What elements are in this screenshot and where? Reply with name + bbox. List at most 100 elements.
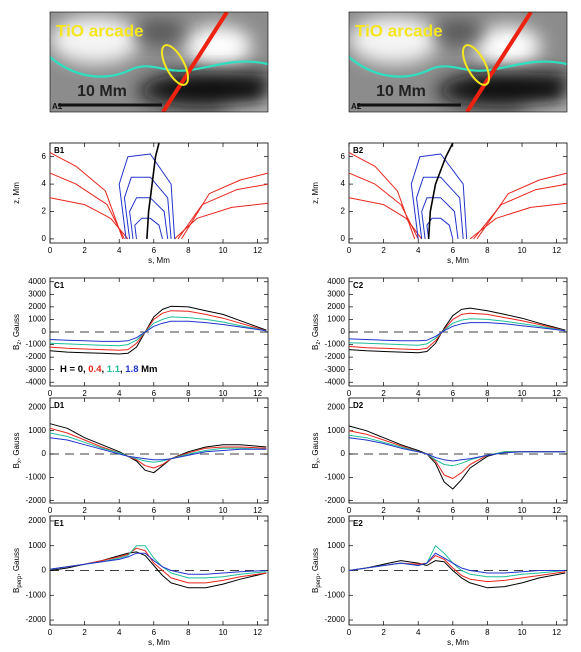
x-tick-label: 6 [152, 628, 157, 637]
y-tick-label: -2000 [26, 615, 47, 624]
contour-line [123, 176, 172, 239]
x-tick-label: 4 [117, 628, 122, 637]
x-tick-label: 2 [381, 628, 386, 637]
x-axis-label: s, Mm [447, 256, 469, 265]
x-tick-label: 0 [347, 628, 352, 637]
y-axis-label-part: , Gauss [311, 433, 320, 461]
series-line [49, 551, 267, 589]
y-tick-label: 2000 [28, 516, 46, 525]
y-axis-label-part: B [12, 345, 21, 350]
contour-line [469, 202, 568, 240]
x-tick-label: 12 [552, 506, 561, 515]
x-tick-label: 6 [152, 246, 157, 255]
series-line [49, 432, 267, 463]
y-tick-label: 1000 [327, 315, 345, 324]
x-tick-label: 0 [48, 246, 53, 255]
y-axis-label: Bx, Gauss [311, 433, 321, 469]
x-tick-label: 12 [253, 389, 262, 398]
y-axis-label-part: , Gauss [12, 314, 21, 342]
y-axis-label-part: B [12, 588, 21, 593]
series-line [348, 555, 566, 583]
plot-frame [49, 397, 269, 504]
contour-line [146, 142, 160, 239]
contour-line [118, 153, 176, 239]
legend-prefix: H = [60, 364, 78, 375]
contour-line [50, 56, 268, 78]
y-tick-label: 0 [341, 449, 346, 458]
panel-label: E1 [54, 519, 64, 528]
x-tick-label: 6 [152, 389, 157, 398]
y-tick-label: 0 [42, 449, 47, 458]
series-line [348, 307, 566, 354]
x-axis-label: s, Mm [148, 256, 170, 265]
legend-separator: , [120, 364, 125, 375]
y-tick-label: 1000 [28, 315, 46, 324]
x-tick-label: 12 [552, 389, 561, 398]
series-line [49, 547, 267, 584]
contour-line [174, 202, 269, 240]
series-line [348, 318, 566, 346]
panel-label: D2 [353, 401, 364, 410]
series-line [348, 322, 566, 342]
contour-line [348, 197, 423, 240]
y-tick-label: 1000 [28, 426, 46, 435]
y-axis-label-part: , Gauss [311, 314, 320, 342]
x-tick-label: 8 [186, 389, 191, 398]
region-marker [461, 44, 491, 86]
y-tick-label: -2000 [26, 352, 47, 361]
x-tick-label: 10 [518, 246, 527, 255]
contour-line [349, 56, 567, 78]
x-tick-label: 4 [117, 506, 122, 515]
x-tick-label: 2 [82, 628, 87, 637]
y-tick-label: -1000 [26, 340, 47, 349]
y-axis-label: Bz, Gauss [12, 314, 22, 350]
dark-region [434, 72, 567, 107]
y-axis-label-sub: perp [17, 575, 23, 588]
x-tick-label: 0 [48, 628, 53, 637]
contour-line [410, 153, 468, 239]
x-tick-label: 4 [117, 246, 122, 255]
x-tick-label: 6 [451, 246, 456, 255]
legend-entry: 1.8 [125, 364, 138, 375]
x-tick-label: 2 [82, 246, 87, 255]
y-axis-label-part: B [311, 463, 320, 468]
y-tick-label: -3000 [325, 365, 346, 374]
image-frame [49, 11, 269, 113]
x-tick-label: 12 [552, 246, 561, 255]
scale-label: 10 Mm [376, 83, 426, 100]
x-tick-label: 2 [381, 506, 386, 515]
y-tick-label: 6 [42, 152, 47, 161]
x-tick-label: 12 [253, 246, 262, 255]
panel-label: B2 [353, 146, 364, 155]
bright-region [349, 16, 439, 64]
series-line [348, 312, 566, 351]
y-axis-label-sub: x [316, 460, 322, 463]
y-tick-label: 4000 [327, 277, 345, 286]
y-axis-label-sub: x [17, 460, 23, 463]
series-line [49, 437, 267, 461]
contour-line [49, 197, 129, 240]
dark-region [135, 72, 268, 107]
series-line [49, 552, 267, 575]
y-tick-label: 0 [42, 234, 47, 243]
series-line [49, 545, 267, 579]
panel-label: B1 [54, 146, 65, 155]
legend-entry: 1.1 [107, 364, 121, 375]
image-frame [348, 11, 568, 113]
y-tick-label: 4 [42, 179, 47, 188]
y-axis-label-part: , Gauss [12, 548, 21, 576]
y-axis-label-part: , Gauss [311, 548, 320, 576]
x-tick-label: 0 [347, 246, 352, 255]
x-tick-label: 4 [416, 246, 421, 255]
y-axis-label: z, Mm [12, 182, 21, 204]
y-tick-label: -4000 [26, 377, 47, 386]
y-tick-label: -2000 [325, 352, 346, 361]
x-tick-label: 10 [219, 389, 228, 398]
series-line [49, 320, 267, 342]
bright-region [50, 16, 140, 64]
y-tick-label: 2000 [327, 302, 345, 311]
y-tick-label: 4000 [28, 277, 46, 286]
x-tick-label: 12 [552, 628, 561, 637]
x-tick-label: 8 [186, 506, 191, 515]
legend-separator: , [101, 364, 106, 375]
